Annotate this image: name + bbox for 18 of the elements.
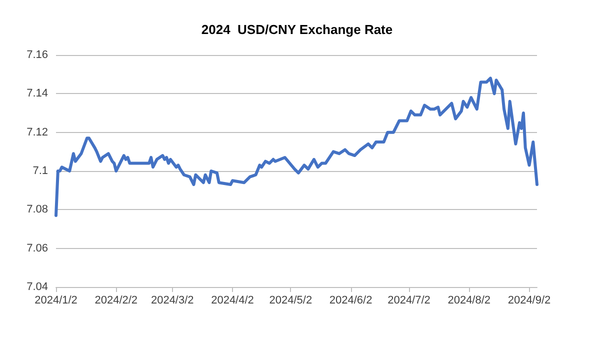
x-tick-label: 2024/4/2 (211, 294, 254, 306)
x-tick-label: 2024/7/2 (388, 294, 430, 306)
y-tick-label: 7.16 (26, 49, 48, 61)
y-tick-label: 7.08 (26, 204, 48, 216)
x-tick-label: 2024/1/2 (34, 294, 78, 306)
x-tick-label: 2024/3/2 (150, 294, 194, 306)
line-series (54, 76, 538, 217)
y-tick-label: 7.12 (26, 126, 48, 138)
y-tick-label: 7.06 (26, 242, 48, 254)
y-tick-label: 7.04 (26, 281, 48, 293)
x-tick-label: 2024/5/2 (269, 294, 312, 306)
x-tick-label: 2024/6/2 (329, 294, 372, 306)
x-tick-label: 2024/9/2 (508, 294, 551, 306)
y-tick-label: 7.14 (26, 88, 48, 100)
y-tick-label: 7.1 (32, 165, 48, 177)
x-tick-label: 2024/2/2 (94, 294, 138, 306)
chart-title: 2024 USD/CNY Exchange Rate (201, 22, 393, 37)
x-tick-label: 2024/8/2 (448, 294, 491, 306)
